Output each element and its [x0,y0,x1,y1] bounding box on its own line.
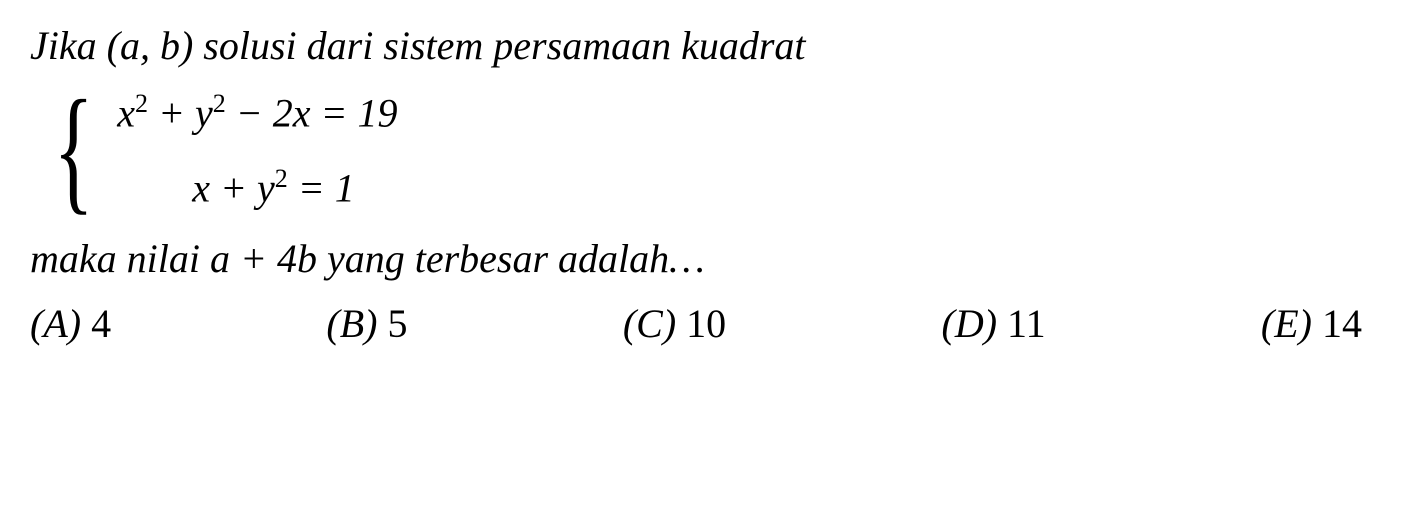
option-c: (C) 10 [623,300,726,347]
option-d-label: (D) [942,301,998,346]
option-d: (D) 11 [942,300,1046,347]
option-a: (A) 4 [30,300,111,347]
option-a-value: 4 [91,301,111,346]
equation-1: x2 + y2 − 2x = 19 [117,88,397,137]
option-e-label: (E) [1261,301,1312,346]
option-b: (B) 5 [326,300,407,347]
option-b-value: 5 [388,301,408,346]
equation-system: { x2 + y2 − 2x = 19 x + y2 = 1 [40,87,1382,213]
equation-2: x + y2 = 1 [117,163,397,212]
option-c-value: 10 [686,301,726,346]
question-text: maka nilai a + 4b yang terbesar adalah… [30,233,1382,285]
answer-options: (A) 4 (B) 5 (C) 10 (D) 11 (E) 14 [30,300,1382,347]
option-e: (E) 14 [1261,300,1362,347]
system-brace: { [53,87,93,213]
option-e-value: 14 [1322,301,1362,346]
option-a-label: (A) [30,301,81,346]
equations-container: x2 + y2 − 2x = 19 x + y2 = 1 [117,88,397,212]
option-d-value: 11 [1007,301,1046,346]
option-c-label: (C) [623,301,676,346]
problem-intro: Jika (a, b) solusi dari sistem persamaan… [30,20,1382,72]
option-b-label: (B) [326,301,377,346]
